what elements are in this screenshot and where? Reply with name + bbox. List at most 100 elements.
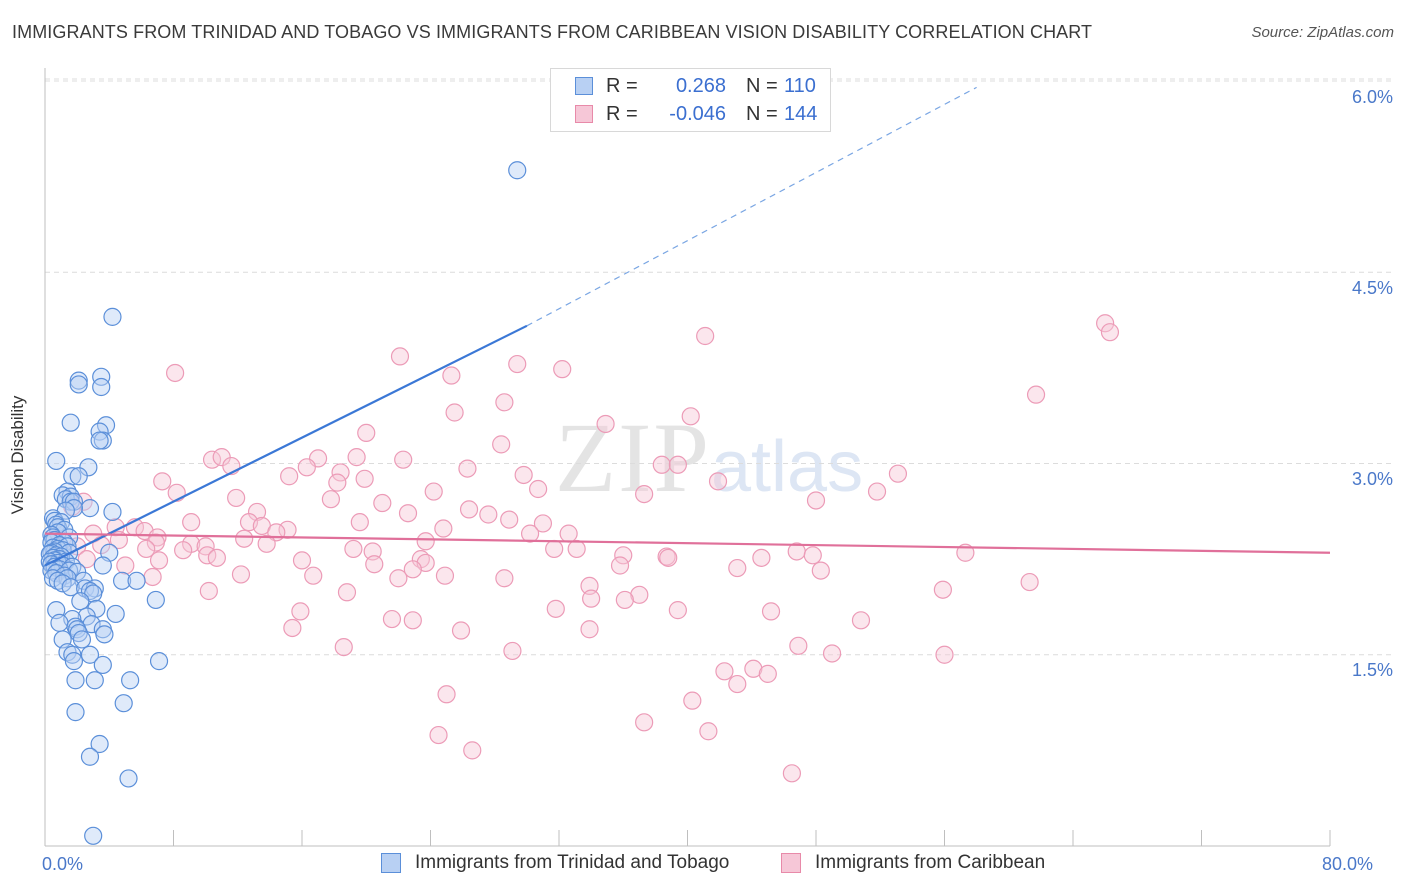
data-point-caribbean (479, 505, 498, 524)
legend-swatch-pink (781, 853, 801, 873)
data-point-caribbean (933, 580, 952, 599)
data-point-caribbean (166, 363, 185, 383)
data-point-caribbean (174, 541, 193, 560)
data-point-caribbean (357, 423, 376, 442)
data-point-trinidad (69, 371, 88, 390)
data-point-caribbean (744, 659, 763, 678)
data-point-caribbean (459, 500, 479, 519)
bottom-legend-trinidad[interactable]: Immigrants from Trinidad and Tobago (381, 852, 729, 874)
data-point-caribbean (227, 488, 246, 508)
series-caribbean-points (63, 314, 1120, 783)
y-axis-label: Vision Disability (8, 395, 27, 515)
legend-swatch-blue (575, 77, 593, 95)
data-point-caribbean (143, 567, 162, 587)
data-point-trinidad (119, 769, 138, 788)
legend-r-label: R = (606, 74, 638, 97)
data-point-caribbean (373, 493, 392, 513)
data-point-trinidad (92, 367, 111, 386)
data-point-caribbean (803, 546, 822, 565)
data-point-caribbean (283, 618, 302, 638)
data-point-caribbean (292, 551, 312, 570)
data-point-caribbean (321, 490, 341, 509)
data-point-trinidad (93, 556, 112, 575)
data-point-trinidad (61, 413, 80, 432)
data-point-caribbean (580, 620, 599, 639)
data-point-trinidad (149, 652, 169, 671)
data-point-caribbean (434, 519, 453, 538)
data-point-caribbean (761, 602, 781, 621)
data-point-caribbean (235, 529, 254, 548)
data-point-caribbean (390, 347, 410, 366)
data-point-trinidad (112, 571, 132, 590)
data-point-caribbean (153, 472, 172, 491)
data-point-trinidad (106, 604, 125, 624)
data-point-caribbean (752, 548, 771, 567)
data-point-caribbean (529, 479, 548, 499)
data-point-caribbean (630, 585, 649, 604)
data-point-caribbean (503, 641, 522, 661)
data-point-caribbean (614, 546, 633, 565)
data-point-caribbean (635, 485, 654, 504)
legend-n-label: N = (746, 74, 778, 97)
y-tick-label: 6.0% (1351, 87, 1393, 107)
legend-r-label: R = (606, 102, 638, 125)
data-point-trinidad (90, 431, 109, 450)
data-point-trinidad (90, 734, 109, 754)
data-point-trinidad (50, 613, 69, 632)
data-point-caribbean (681, 407, 700, 426)
data-point-caribbean (382, 609, 402, 629)
data-point-caribbean (533, 514, 553, 533)
data-point-caribbean (699, 722, 718, 741)
legend-r-value: 0.268 (675, 74, 726, 97)
data-point-caribbean (403, 560, 422, 579)
data-point-caribbean (546, 599, 565, 618)
data-point-caribbean (782, 764, 802, 783)
data-point-trinidad (58, 643, 77, 662)
data-point-trinidad (47, 451, 66, 471)
data-point-caribbean (1100, 323, 1120, 342)
data-point-trinidad (72, 630, 92, 649)
data-point-caribbean (257, 534, 276, 553)
y-tick-label: 4.5% (1351, 278, 1393, 298)
x-tick-label-min: 0.0% (42, 854, 84, 874)
data-point-caribbean (492, 435, 511, 454)
data-point-caribbean (668, 601, 687, 620)
trend-line-trinidad (44, 324, 528, 567)
data-point-caribbean (355, 469, 374, 488)
data-point-trinidad (93, 655, 112, 675)
data-point-caribbean (398, 504, 418, 523)
data-point-caribbean (888, 464, 908, 483)
data-point-trinidad (69, 375, 88, 394)
data-point-caribbean (291, 602, 310, 621)
data-point-caribbean (231, 565, 251, 584)
data-point-caribbean (495, 569, 514, 588)
data-point-caribbean (328, 473, 347, 492)
legend-n-value: 110 (784, 74, 816, 97)
data-point-trinidad (84, 826, 103, 845)
legend-row-caribbean: R = -0.046 N = 144 (575, 102, 817, 126)
correlation-legend: R = 0.268 N = 110 R = -0.046 N = 144 (550, 68, 831, 132)
data-point-caribbean (429, 725, 448, 745)
data-point-caribbean (116, 556, 135, 575)
data-point-caribbean (668, 455, 687, 474)
data-point-caribbean (728, 674, 747, 694)
data-point-trinidad (80, 747, 100, 766)
data-point-caribbean (806, 491, 826, 510)
trend-line-caribbean (44, 532, 1331, 554)
data-point-caribbean (851, 611, 871, 630)
bottom-legend-caribbean[interactable]: Immigrants from Caribbean (781, 852, 1045, 874)
data-point-caribbean (445, 403, 464, 422)
data-point-caribbean (495, 393, 514, 412)
data-point-caribbean (1026, 385, 1046, 404)
legend-row-trinidad: R = 0.268 N = 110 (575, 74, 816, 98)
data-point-caribbean (207, 548, 226, 567)
data-point-caribbean (696, 326, 715, 346)
data-point-caribbean (149, 551, 169, 570)
data-point-caribbean (867, 482, 887, 501)
data-point-caribbean (683, 691, 702, 710)
data-point-caribbean (758, 664, 777, 683)
legend-swatch-blue (381, 853, 401, 873)
data-point-caribbean (337, 583, 357, 602)
data-point-caribbean (334, 637, 353, 657)
